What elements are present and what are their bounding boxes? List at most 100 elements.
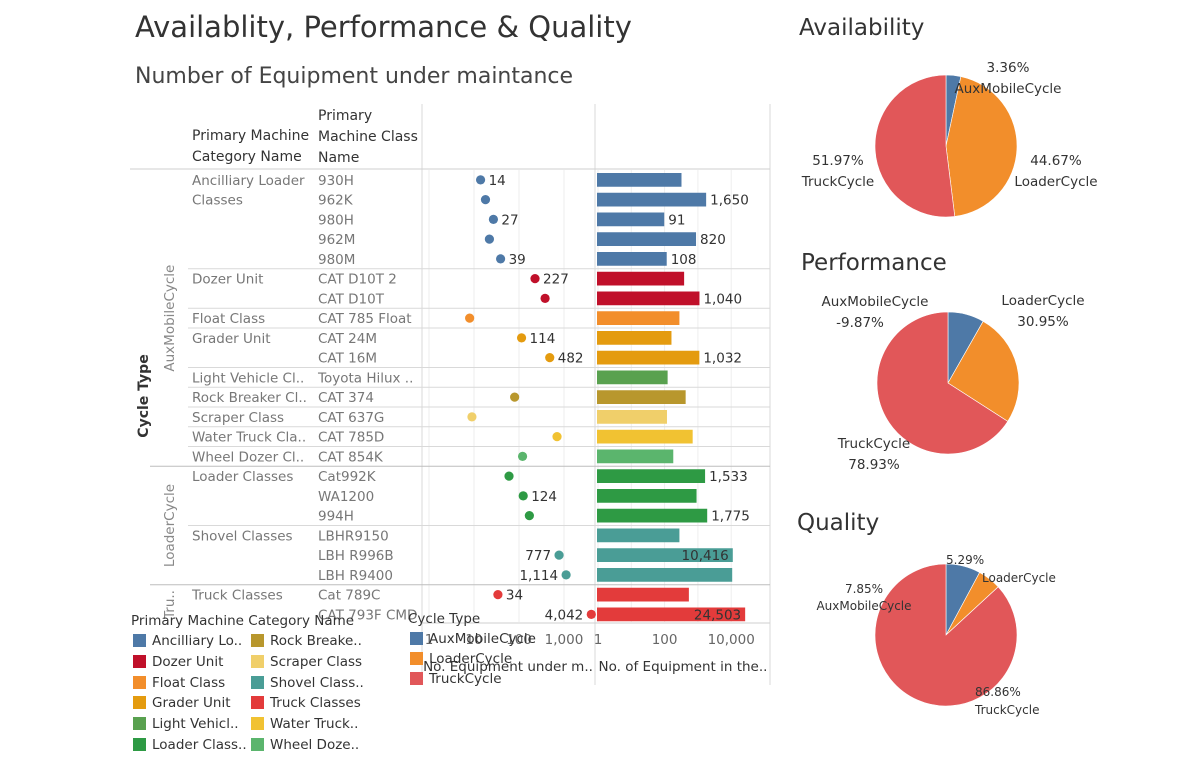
- row-class-label: CAT 854K: [318, 449, 384, 465]
- legend-item-ancilliary-loader-classes[interactable]: Ancilliary Lo..: [133, 633, 242, 649]
- dot-cat-16m: [545, 353, 555, 363]
- legend-swatch: [410, 672, 423, 685]
- dot-cat-785d: [552, 432, 562, 442]
- x1-tick-label: 100: [506, 632, 532, 648]
- bar-label-962k: 1,650: [710, 193, 749, 209]
- legend-item-label: Wheel Doze..: [270, 737, 360, 753]
- legend-swatch: [133, 654, 146, 668]
- bar-cat-793f-cmd: [597, 607, 746, 622]
- legend-item-shovel-classes[interactable]: Shovel Class..: [251, 675, 364, 691]
- pie-label-quality-loadercycle-name: LoaderCycle: [982, 571, 1056, 585]
- legend-swatch: [251, 696, 264, 710]
- row-category-label: Rock Breaker Cl..: [192, 390, 307, 406]
- bar-994h: [597, 508, 708, 523]
- row-class-label: CAT 16M: [318, 351, 377, 367]
- bar-label-cat-793f-cmd: 24,503: [694, 607, 741, 623]
- bar-cat-789c: [597, 587, 689, 602]
- bar-cat-16m: [597, 350, 700, 365]
- bar-label-980h: 91: [668, 212, 685, 228]
- dot-962m: [484, 234, 495, 244]
- row-category-label: Loader Classes: [192, 469, 293, 485]
- column-header-class: Primary Machine Class Name: [318, 106, 418, 169]
- bar-cat-374: [597, 390, 686, 404]
- legend-swatch: [251, 717, 264, 731]
- bar-toyota-hilux: [597, 370, 668, 385]
- pie-title-quality: Quality: [797, 510, 880, 536]
- pie-label-quality-auxmobilecycle-pct: 7.85%: [845, 582, 883, 596]
- pie-label-availability-auxmobilecycle-pct: 3.36%: [987, 60, 1030, 76]
- dot-cat-789c: [493, 590, 503, 600]
- legend-item-truckcycle[interactable]: TruckCycle: [410, 671, 502, 687]
- row-class-label: CAT D10T: [318, 291, 385, 307]
- legend-category-title: Primary Machine Category Name: [131, 613, 355, 629]
- legend-item-dozer-unit[interactable]: Dozer Unit: [133, 654, 223, 670]
- legend-item-label: Ancilliary Lo..: [152, 633, 243, 649]
- bar-cat-785-float: [597, 311, 680, 325]
- bar-cat-785d: [597, 429, 693, 444]
- x2-axis-title: No. of Equipment in the..: [599, 659, 768, 675]
- legend-item-auxmobilecycle[interactable]: AuxMobileCycle: [410, 631, 536, 647]
- bar-label-lbh-r996b: 10,416: [682, 548, 729, 564]
- row-class-label: Cat 789C: [318, 588, 380, 604]
- row-class-label: Cat992K: [318, 469, 377, 485]
- bar-label-cat-d10t: 1,040: [703, 291, 742, 307]
- row-class-label: LBH R9400: [318, 568, 393, 584]
- legend-item-label: LoaderCycle: [429, 651, 513, 667]
- bar-cat992k: [597, 469, 706, 483]
- column-header-class-line2: Machine Class: [318, 129, 418, 145]
- pie-slice-performance-truckcycle: [876, 311, 1009, 455]
- legend-item-loader-classes[interactable]: Loader Class..: [133, 737, 247, 753]
- legend-swatch: [251, 634, 264, 647]
- legend-cycle-title: Cycle Type: [408, 611, 481, 627]
- x2-tick-label: 100: [652, 632, 678, 648]
- bar-cat-24m: [597, 331, 672, 345]
- legend-item-grader-unit[interactable]: Grader Unit: [133, 695, 230, 711]
- row-category-label: Shovel Classes: [192, 528, 293, 544]
- legend-item-loadercycle[interactable]: LoaderCycle: [410, 651, 512, 667]
- row-class-label: 962K: [318, 193, 354, 209]
- x1-tick-label: 1,000: [545, 632, 584, 648]
- column-header-category: Primary Machine Category Name: [192, 126, 309, 168]
- pie-label-quality-auxmobilecycle-name: AuxMobileCycle: [816, 599, 911, 613]
- legend-item-scraper-class[interactable]: Scraper Class: [251, 654, 362, 670]
- legend-item-float-class[interactable]: Float Class: [133, 675, 225, 691]
- pie-label-availability-loadercycle-name: LoaderCycle: [1014, 174, 1097, 190]
- bar-label-980m: 108: [671, 252, 697, 268]
- legend-item-wheel-dozer-class[interactable]: Wheel Doze..: [251, 737, 359, 753]
- legend-item-light-vehicle-class[interactable]: Light Vehicl..: [133, 716, 239, 732]
- dot-cat-d10t-2: [530, 274, 540, 284]
- legend-item-label: Light Vehicl..: [152, 716, 239, 733]
- row-category-label: Ancilliary Loader: [192, 173, 305, 189]
- legend-item-water-truck-class[interactable]: Water Truck..: [251, 716, 358, 732]
- dot-962k: [480, 195, 491, 205]
- pie-title-availability: Availability: [799, 15, 925, 41]
- x1-tick-label: 1: [425, 632, 434, 648]
- legend-swatch: [251, 654, 264, 668]
- pie-label-performance-loadercycle-pct: 30.95%: [1017, 314, 1069, 330]
- legend-swatch: [133, 634, 146, 647]
- row-class-label: CAT 637G: [318, 410, 384, 426]
- bar-962m: [597, 232, 697, 246]
- dot-wa1200: [518, 491, 528, 501]
- bar-lbhr9150: [597, 528, 680, 543]
- legend-item-rock-breaker-class[interactable]: Rock Breake..: [251, 633, 362, 649]
- dot-cat-24m: [516, 333, 527, 343]
- pie-label-performance-truckcycle-name: TruckCycle: [837, 436, 911, 452]
- bar-980h: [597, 212, 665, 227]
- dot-cat-374: [510, 392, 520, 402]
- cycle-label-truckcycle: Tru..: [162, 590, 178, 620]
- pie-title-performance: Performance: [801, 250, 947, 276]
- dot-label-cat-789c: 34: [506, 588, 523, 604]
- legend-item-label: Float Class: [152, 674, 226, 691]
- legend-item-truck-classes[interactable]: Truck Classes: [251, 695, 361, 711]
- row-category-label: Float Class: [192, 311, 265, 327]
- row-class-label: CAT D10T 2: [318, 272, 397, 288]
- dot-label-wa1200: 124: [531, 489, 557, 505]
- pie-label-performance-loadercycle-name: LoaderCycle: [1001, 293, 1084, 309]
- bar-980m: [597, 252, 667, 266]
- column-header-category-line1: Primary Machine: [192, 128, 310, 144]
- dot-lbh-r9400: [561, 570, 571, 580]
- row-category-label: Grader Unit: [192, 331, 270, 347]
- pie-label-quality-truckcycle-pct: 86.86%: [975, 685, 1021, 699]
